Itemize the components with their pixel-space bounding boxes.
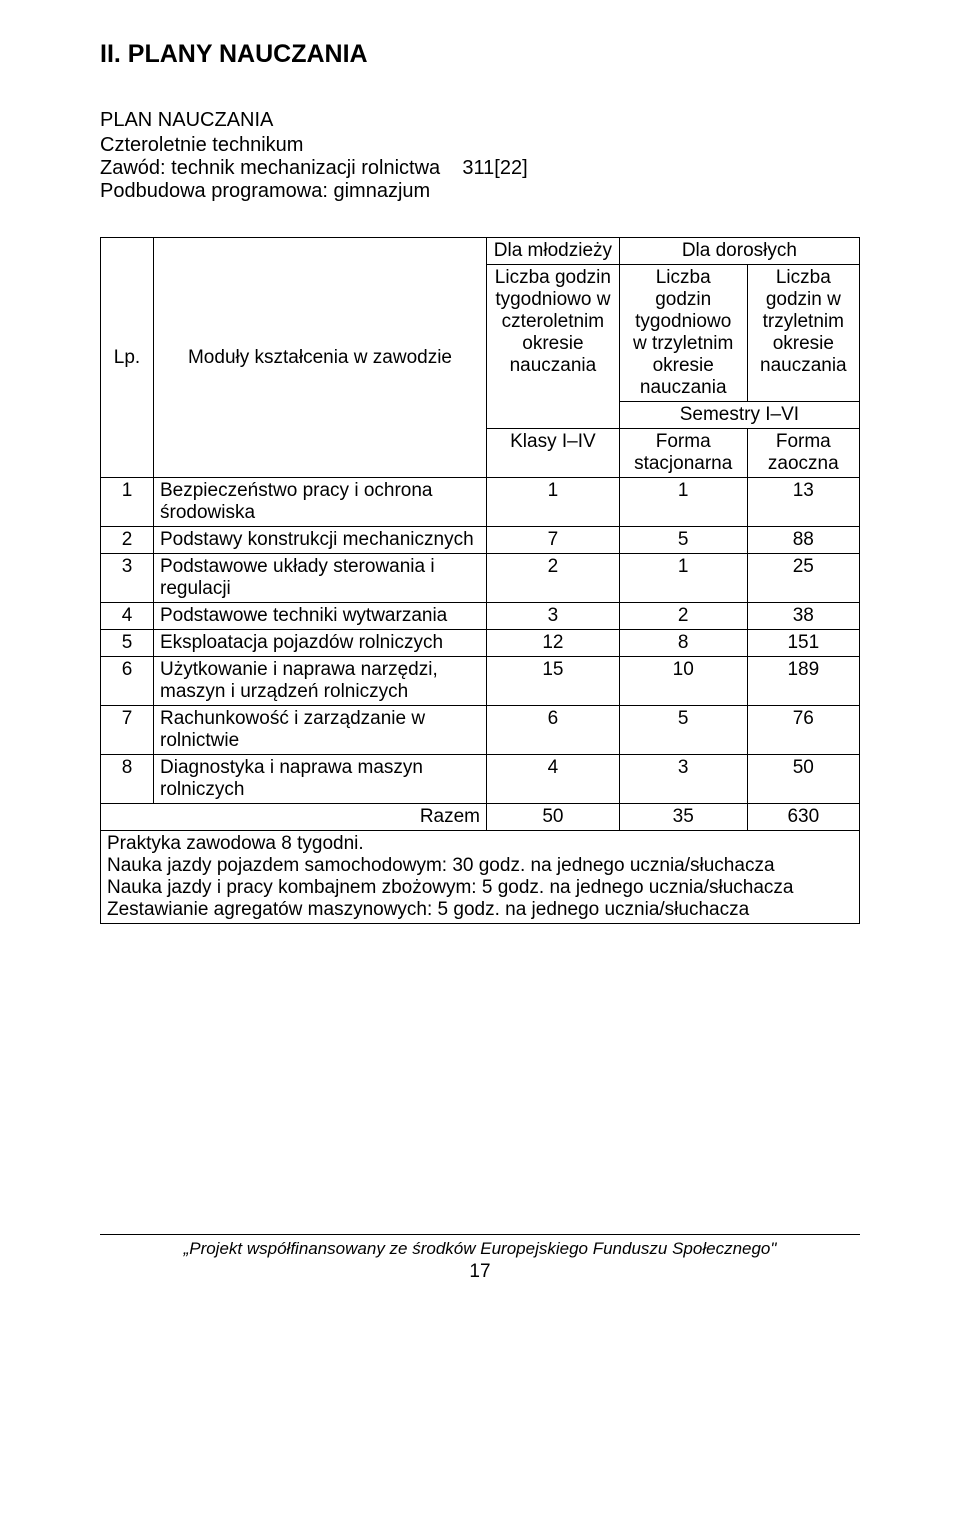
cell-c: 50 <box>747 755 859 804</box>
note-line: Nauka jazdy pojazdem samochodowym: 30 go… <box>107 855 853 877</box>
th-adults: Dla dorosłych <box>619 238 859 265</box>
table-row: 6 Użytkowanie i naprawa narzędzi, maszyn… <box>101 657 860 706</box>
sum-c: 630 <box>747 804 859 831</box>
desc2-code: 311[22] <box>462 157 527 179</box>
cell-b: 10 <box>619 657 747 706</box>
notes-cell: Praktyka zawodowa 8 tygodni. Nauka jazdy… <box>101 831 860 924</box>
cell-n: 6 <box>101 657 154 706</box>
th-form-zao: Forma zaoczna <box>747 429 859 478</box>
cell-b: 3 <box>619 755 747 804</box>
cell-c: 25 <box>747 554 859 603</box>
cell-a: 3 <box>487 603 620 630</box>
cell-name: Podstawowe techniki wytwarzania <box>154 603 487 630</box>
cell-name: Podstawowe układy sterowania i regulacji <box>154 554 487 603</box>
cell-name: Bezpieczeństwo pracy i ochrona środowisk… <box>154 478 487 527</box>
cell-c: 151 <box>747 630 859 657</box>
table-row: 2 Podstawy konstrukcji mechanicznych 7 5… <box>101 527 860 554</box>
table-row: 4 Podstawowe techniki wytwarzania 3 2 38 <box>101 603 860 630</box>
page-number: 17 <box>100 1261 860 1283</box>
header-row-1: Lp. Moduły kształcenia w zawodzie Dla mł… <box>101 238 860 265</box>
desc-line-1: Czteroletnie technikum <box>100 134 860 157</box>
cell-name: Eksploatacja pojazdów rolniczych <box>154 630 487 657</box>
page: II. PLANY NAUCZANIA PLAN NAUCZANIA Czter… <box>0 0 960 1313</box>
cell-c: 189 <box>747 657 859 706</box>
table-row: 7 Rachunkowość i zarządzanie w rolnictwi… <box>101 706 860 755</box>
page-footer: „Projekt współfinansowany ze środków Eur… <box>100 1234 860 1283</box>
cell-name: Użytkowanie i naprawa narzędzi, maszyn i… <box>154 657 487 706</box>
cell-c: 38 <box>747 603 859 630</box>
cell-b: 8 <box>619 630 747 657</box>
page-title: II. PLANY NAUCZANIA <box>100 40 860 69</box>
th-modules: Moduły kształcenia w zawodzie <box>154 238 487 478</box>
note-line: Nauka jazdy i pracy kombajnem zbożowym: … <box>107 877 853 899</box>
footer-text: „Projekt współfinansowany ze środków Eur… <box>100 1239 860 1259</box>
cell-b: 5 <box>619 527 747 554</box>
cell-n: 4 <box>101 603 154 630</box>
cell-a: 4 <box>487 755 620 804</box>
th-klasy: Klasy I–IV <box>487 429 620 478</box>
th-form-stat: Forma stacjonarna <box>619 429 747 478</box>
cell-b: 5 <box>619 706 747 755</box>
table-row: 1 Bezpieczeństwo pracy i ochrona środowi… <box>101 478 860 527</box>
cell-b: 1 <box>619 478 747 527</box>
curriculum-table: Lp. Moduły kształcenia w zawodzie Dla mł… <box>100 237 860 924</box>
note-line: Zestawianie agregatów maszynowych: 5 god… <box>107 899 853 921</box>
cell-a: 12 <box>487 630 620 657</box>
sum-b: 35 <box>619 804 747 831</box>
desc-line-3: Podbudowa programowa: gimnazjum <box>100 180 860 203</box>
cell-name: Podstawy konstrukcji mechanicznych <box>154 527 487 554</box>
cell-a: 2 <box>487 554 620 603</box>
sum-row: Razem 50 35 630 <box>101 804 860 831</box>
desc-line-2: Zawód: technik mechanizacji rolnictwa 31… <box>100 157 860 180</box>
cell-n: 5 <box>101 630 154 657</box>
th-col1: Liczba godzin tygodniowo w czteroletnim … <box>487 265 620 429</box>
th-col3: Liczba godzin w trzyletnim okresie naucz… <box>747 265 859 402</box>
subtitle: PLAN NAUCZANIA <box>100 109 860 132</box>
th-youth: Dla młodzieży <box>487 238 620 265</box>
sum-a: 50 <box>487 804 620 831</box>
cell-n: 1 <box>101 478 154 527</box>
table-row: 3 Podstawowe układy sterowania i regulac… <box>101 554 860 603</box>
th-col2: Liczba godzin tygodniowo w trzyletnim ok… <box>619 265 747 402</box>
cell-a: 6 <box>487 706 620 755</box>
th-semesters: Semestry I–VI <box>619 402 859 429</box>
cell-a: 1 <box>487 478 620 527</box>
cell-b: 2 <box>619 603 747 630</box>
desc2-label: Zawód: technik mechanizacji rolnictwa <box>100 157 440 179</box>
cell-n: 8 <box>101 755 154 804</box>
cell-a: 7 <box>487 527 620 554</box>
cell-c: 76 <box>747 706 859 755</box>
cell-c: 88 <box>747 527 859 554</box>
cell-n: 7 <box>101 706 154 755</box>
table-row: 8 Diagnostyka i naprawa maszyn rolniczyc… <box>101 755 860 804</box>
footer-rule <box>100 1234 860 1235</box>
notes-row: Praktyka zawodowa 8 tygodni. Nauka jazdy… <box>101 831 860 924</box>
cell-a: 15 <box>487 657 620 706</box>
table-row: 5 Eksploatacja pojazdów rolniczych 12 8 … <box>101 630 860 657</box>
sum-label: Razem <box>101 804 487 831</box>
note-line: Praktyka zawodowa 8 tygodni. <box>107 833 853 855</box>
cell-name: Diagnostyka i naprawa maszyn rolniczych <box>154 755 487 804</box>
cell-name: Rachunkowość i zarządzanie w rolnictwie <box>154 706 487 755</box>
cell-b: 1 <box>619 554 747 603</box>
th-lp: Lp. <box>101 238 154 478</box>
cell-c: 13 <box>747 478 859 527</box>
cell-n: 3 <box>101 554 154 603</box>
cell-n: 2 <box>101 527 154 554</box>
